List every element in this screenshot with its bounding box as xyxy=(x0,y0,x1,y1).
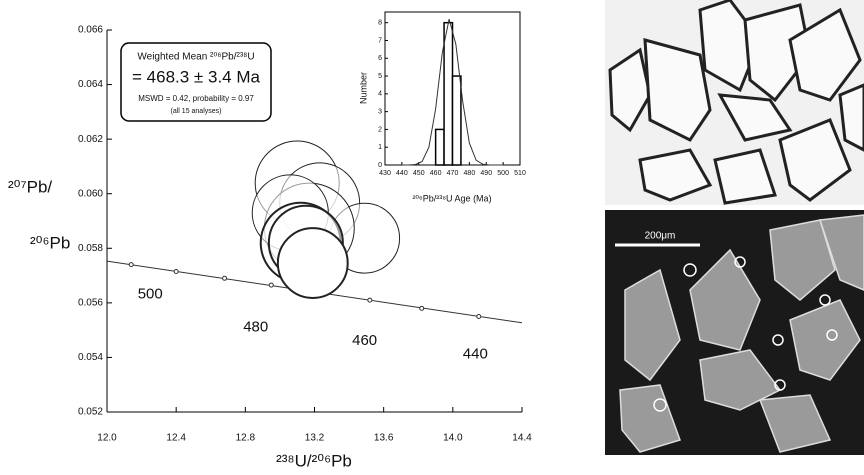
x-tick-label: 13.6 xyxy=(374,433,394,444)
scale-label: 200μm xyxy=(645,231,676,242)
y-tick-label: 8 xyxy=(378,20,382,27)
y-tick-label: 2 xyxy=(378,126,382,133)
annotation-line: MSWD = 0.42, probability = 0.97 xyxy=(138,94,254,103)
y-axis-title: ²⁰⁶Pb xyxy=(30,233,70,252)
x-tick-label: 480 xyxy=(464,170,476,177)
histogram-bar xyxy=(434,128,445,166)
y-tick-label: 0.064 xyxy=(78,79,103,90)
age-label: 460 xyxy=(352,332,377,349)
concordia-marker xyxy=(173,268,179,274)
x-tick-label: 460 xyxy=(430,170,442,177)
y-tick-label: 0.052 xyxy=(78,407,103,418)
x-tick-label: 12.8 xyxy=(236,433,256,444)
concordia-marker xyxy=(476,314,482,319)
y-tick-label: 3 xyxy=(378,108,382,115)
y-tick-label: 6 xyxy=(378,55,382,62)
photo-bottom: 200μm xyxy=(605,210,864,455)
y-axis-title: ²⁰⁷Pb/ xyxy=(8,177,52,196)
x-tick-label: 510 xyxy=(514,170,526,177)
x-tick-label: 490 xyxy=(480,170,492,177)
y-axis-title: Number xyxy=(358,72,368,104)
error-ellipse xyxy=(276,227,349,299)
y-tick-label: 1 xyxy=(378,144,382,151)
x-tick-label: 450 xyxy=(413,170,425,177)
x-axis-title: ²⁰⁶Pb/²³⁸U Age (Ma) xyxy=(412,193,491,203)
y-tick-label: 5 xyxy=(378,73,382,80)
y-tick-label: 0.066 xyxy=(78,25,103,36)
x-tick-label: 14.0 xyxy=(443,433,463,444)
age-label: 500 xyxy=(138,286,163,303)
x-tick-label: 430 xyxy=(379,170,391,177)
y-tick-label: 0.062 xyxy=(78,134,103,145)
annotation-line: Weighted Mean ²⁰⁶Pb/²³⁸U xyxy=(137,52,254,63)
concordia-marker xyxy=(419,305,425,311)
x-tick-label: 12.4 xyxy=(166,433,186,444)
y-tick-label: 0.060 xyxy=(78,188,103,199)
histogram-bar xyxy=(443,21,454,166)
gaussian-curve xyxy=(401,18,504,166)
age-label: 480 xyxy=(243,318,268,335)
y-tick-label: 0 xyxy=(378,162,382,169)
x-tick-label: 14.4 xyxy=(512,433,532,444)
annotation-line: = 468.3 ± 3.4 Ma xyxy=(132,67,260,86)
y-tick-label: 0.054 xyxy=(78,352,103,363)
x-tick-label: 500 xyxy=(497,170,509,177)
x-tick-label: 12.0 xyxy=(97,433,117,444)
age-label: 440 xyxy=(463,346,488,363)
y-tick-label: 0.058 xyxy=(78,243,103,254)
annotation-line: (all 15 analyses) xyxy=(171,108,222,115)
histogram-bar xyxy=(451,75,462,166)
x-tick-label: 440 xyxy=(396,170,408,177)
photo-top xyxy=(605,0,864,205)
y-tick-label: 7 xyxy=(378,37,382,44)
concordia-marker xyxy=(222,275,228,281)
annotation-box xyxy=(120,42,272,122)
concordia-marker xyxy=(367,297,373,303)
x-axis-title: ²³⁸U/²⁰⁶Pb xyxy=(276,451,352,470)
x-tick-label: 13.2 xyxy=(305,433,325,444)
concordia-marker xyxy=(268,282,274,288)
y-tick-label: 0.056 xyxy=(78,297,103,308)
x-tick-label: 470 xyxy=(447,170,459,177)
concordia-marker xyxy=(128,262,134,268)
y-tick-label: 4 xyxy=(378,91,382,98)
